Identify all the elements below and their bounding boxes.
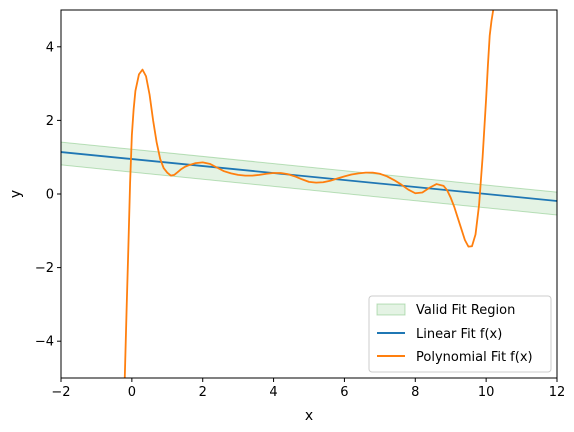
legend-label-valid-fit-region: Valid Fit Region — [416, 303, 515, 318]
y-axis-label: y — [8, 190, 24, 198]
valid-fit-region-band — [61, 141, 557, 216]
x-tick-label: 6 — [340, 385, 348, 400]
legend-box — [368, 295, 552, 373]
x-tick-label: 4 — [269, 385, 277, 400]
y-tick-label: 0 — [46, 188, 54, 203]
x-tick-label: 12 — [549, 385, 566, 400]
y-axis-ticks: −4 −2 0 2 4 — [35, 40, 61, 350]
y-tick-label: 4 — [46, 40, 54, 55]
plot-area — [61, 10, 557, 378]
linear-fit-line — [61, 151, 557, 202]
y-tick-label: −4 — [35, 335, 54, 350]
y-tick-label: 2 — [46, 114, 54, 129]
legend-label-linear-fit: Linear Fit f(x) — [416, 327, 502, 342]
polynomial-fit-line — [123, 10, 495, 378]
y-tick-label: −2 — [35, 261, 54, 276]
legend-swatch-valid-fit-region — [376, 303, 406, 316]
x-tick-label: −2 — [51, 385, 70, 400]
x-tick-label: 8 — [411, 385, 419, 400]
x-axis-label: x — [305, 408, 313, 424]
x-tick-label: 10 — [478, 385, 495, 400]
x-axis-ticks: −2 0 2 4 6 8 10 12 — [51, 378, 565, 400]
x-tick-label: 0 — [128, 385, 136, 400]
legend-label-polynomial-fit: Polynomial Fit f(x) — [416, 350, 533, 365]
legend: Valid Fit Region Linear Fit f(x) Polynom… — [368, 295, 552, 373]
x-tick-label: 2 — [199, 385, 207, 400]
